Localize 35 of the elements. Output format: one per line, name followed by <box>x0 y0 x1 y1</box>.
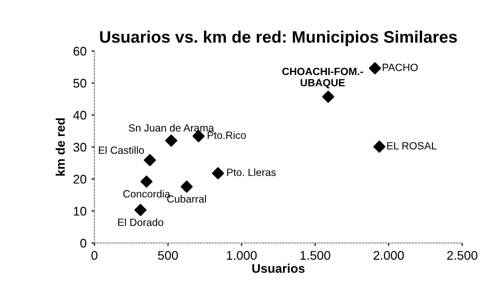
y-tick-label: 20 <box>74 174 86 184</box>
y-tick-label: 40 <box>73 110 86 120</box>
point <box>134 204 147 216</box>
y-tick-label: 60 <box>74 46 86 56</box>
point <box>165 134 178 147</box>
annotation: EL ROSAL <box>387 142 437 150</box>
x-axis-title: Usuarios <box>252 264 305 273</box>
point <box>368 62 382 74</box>
y-tick-label: 0 <box>80 238 86 248</box>
x-tick-label: 1.000 <box>226 250 257 260</box>
y-tick-label: 10 <box>74 206 86 216</box>
point <box>373 140 386 153</box>
annotation: Concordia <box>123 190 170 198</box>
annotation: El Dorado <box>118 218 164 226</box>
x-tick-label: 1.500 <box>300 250 330 260</box>
x-tick-label: 0 <box>91 250 98 260</box>
annotation: CHOACHI-FOM.- UBAQUE <box>282 68 364 88</box>
annotation: El Castillo <box>98 146 144 154</box>
x-tick-label: 500 <box>158 250 178 260</box>
y-tick-label: 30 <box>73 142 86 152</box>
x-tick-label: 2.000 <box>374 250 404 260</box>
annotation: Pto. Lleras <box>227 168 276 176</box>
point <box>322 90 334 103</box>
x-tick-label: 2.500 <box>447 250 478 260</box>
annotation: Pto.Rico <box>208 131 246 139</box>
point <box>212 167 224 180</box>
chart-title: Usuarios vs. km de red: Municipios Similares <box>100 30 457 46</box>
point <box>180 180 193 193</box>
annotation: Sn Juan de Arama <box>128 124 214 132</box>
annotation: Cubarral <box>167 195 206 203</box>
point <box>144 154 156 166</box>
annotation: PACHO <box>382 64 418 72</box>
y-axis-title: km de red <box>56 118 65 176</box>
y-tick-label: 50 <box>73 78 86 88</box>
point <box>140 175 153 188</box>
